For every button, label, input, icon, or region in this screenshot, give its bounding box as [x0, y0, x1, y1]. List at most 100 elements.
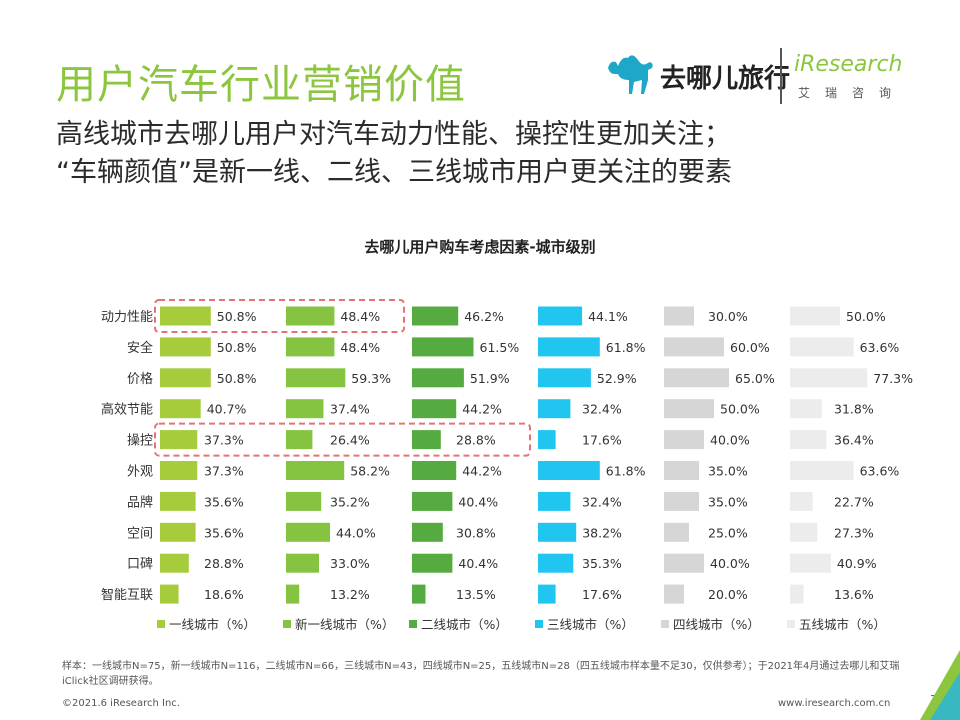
bar — [790, 553, 831, 573]
bar — [160, 491, 196, 511]
highlight-box — [154, 299, 405, 333]
legend-swatch — [157, 620, 165, 628]
bar — [790, 522, 818, 542]
data-label: 13.5% — [456, 587, 496, 602]
bar — [160, 553, 189, 573]
data-label: 35.6% — [204, 494, 244, 509]
legend-label: 一线城市（%） — [169, 617, 256, 632]
bar — [286, 584, 300, 604]
data-label: 36.4% — [834, 433, 874, 448]
legend-label: 四线城市（%） — [673, 617, 760, 632]
data-label: 58.2% — [350, 464, 390, 479]
bar — [538, 337, 600, 357]
bar — [286, 491, 322, 511]
subtitle-line-2: “车辆颜值”是新一线、二线、三线城市用户更关注的要素 — [56, 157, 732, 188]
data-label: 28.8% — [204, 556, 244, 571]
bar — [790, 491, 813, 511]
data-label: 20.0% — [708, 587, 748, 602]
data-label: 61.8% — [606, 464, 646, 479]
iresearch-cn-name: 艾瑞咨询 — [798, 86, 907, 100]
website-url[interactable]: www.iresearch.com.cn — [778, 698, 891, 709]
qunar-brand-name: 去哪儿旅行 — [660, 64, 791, 94]
category-label: 品牌 — [127, 494, 153, 510]
bar — [286, 461, 345, 480]
data-label: 38.2% — [582, 525, 622, 540]
data-label: 40.4% — [458, 494, 498, 509]
data-label: 40.0% — [710, 556, 750, 571]
data-label: 13.6% — [834, 587, 874, 602]
data-label: 25.0% — [708, 525, 748, 540]
bar — [538, 584, 556, 604]
data-label: 37.4% — [330, 402, 370, 417]
data-label: 50.0% — [846, 309, 886, 324]
bar — [412, 430, 441, 450]
data-label: 40.0% — [710, 433, 750, 448]
bar — [664, 337, 724, 357]
data-label: 18.6% — [204, 587, 244, 602]
data-label: 32.4% — [582, 494, 622, 509]
category-label: 口碑 — [127, 556, 153, 572]
data-label: 50.0% — [720, 402, 760, 417]
iresearch-logo: iResearch — [794, 52, 903, 77]
bar — [412, 522, 443, 542]
bar — [790, 368, 868, 388]
data-label: 44.2% — [462, 402, 502, 417]
bar — [790, 430, 827, 450]
data-label: 50.8% — [217, 371, 257, 386]
bar — [160, 461, 198, 480]
data-label: 44.1% — [588, 309, 628, 324]
bar — [412, 368, 464, 388]
bar — [286, 337, 335, 357]
highlight-box — [154, 422, 531, 457]
data-label: 22.7% — [834, 494, 874, 509]
data-label: 33.0% — [330, 556, 370, 571]
bar — [790, 337, 854, 357]
bar — [160, 337, 211, 357]
bar — [664, 461, 699, 480]
legend-swatch — [661, 620, 669, 628]
category-label: 操控 — [127, 433, 153, 449]
page-title: 用户汽车行业营销价值 — [56, 62, 466, 108]
bar — [412, 491, 453, 511]
data-label: 60.0% — [730, 340, 770, 355]
qunar-camel-logo — [608, 55, 653, 94]
legend-label: 二线城市（%） — [421, 617, 508, 632]
data-label: 27.3% — [834, 525, 874, 540]
data-label: 77.3% — [873, 371, 913, 386]
data-label: 17.6% — [582, 433, 622, 448]
bar — [160, 306, 211, 326]
data-label: 35.0% — [708, 494, 748, 509]
legend-swatch — [535, 620, 543, 628]
copyright: ©2021.6 iResearch Inc. — [62, 698, 180, 709]
bar — [160, 430, 198, 450]
bar — [664, 368, 729, 388]
data-label: 48.4% — [340, 309, 380, 324]
bar — [790, 461, 854, 480]
data-label: 37.3% — [204, 464, 244, 479]
data-label: 26.4% — [330, 433, 370, 448]
bar — [286, 399, 324, 419]
bar — [160, 399, 201, 419]
data-label: 13.2% — [330, 587, 370, 602]
legend-swatch — [409, 620, 417, 628]
bar — [412, 461, 457, 480]
subtitle-line-1: 高线城市去哪儿用户对汽车动力性能、操控性更加关注； — [56, 119, 731, 150]
bar — [538, 553, 574, 573]
data-label: 52.9% — [597, 371, 637, 386]
bar — [286, 430, 313, 450]
data-label: 35.2% — [330, 494, 370, 509]
data-label: 46.2% — [464, 309, 504, 324]
bar — [538, 368, 591, 388]
bar — [664, 430, 704, 450]
data-label: 35.3% — [582, 556, 622, 571]
data-label: 32.4% — [582, 402, 622, 417]
bar — [664, 491, 699, 511]
data-label: 40.9% — [837, 556, 877, 571]
bar — [538, 306, 583, 326]
bar — [538, 491, 571, 511]
bar — [538, 399, 571, 419]
bar — [538, 522, 577, 542]
legend-label: 新一线城市（%） — [295, 617, 394, 632]
data-label: 51.9% — [470, 371, 510, 386]
